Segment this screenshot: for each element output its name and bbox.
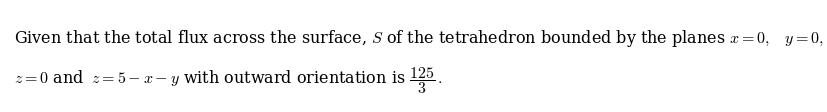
- Text: $z=0$ and $\;z=5-x-y$ with outward orientation is $\dfrac{125}{3}\,.$: $z=0$ and $\;z=5-x-y$ with outward orien…: [14, 64, 442, 95]
- Text: Given that the total flux across the surface, $S$ of the tetrahedron bounded by : Given that the total flux across the sur…: [14, 28, 824, 49]
